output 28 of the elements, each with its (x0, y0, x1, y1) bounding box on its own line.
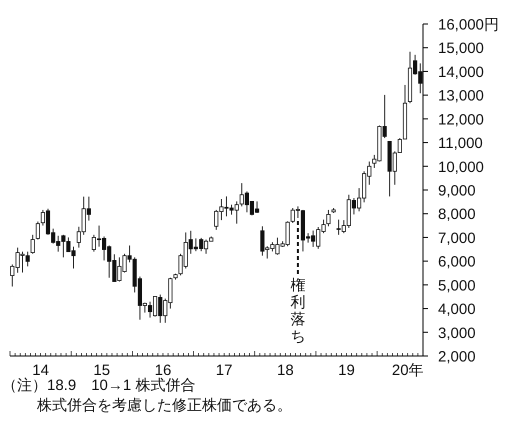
y-tick-label: 9,000 (438, 182, 476, 200)
y-tick-label: 14,000 (438, 64, 484, 81)
ref-line-label: 権利落ち (290, 277, 306, 345)
y-tick-label: 3,000 (438, 324, 476, 342)
y-tick-label: 13,000 (438, 88, 484, 105)
y-tick-label: 11,000 (438, 135, 483, 152)
y-tick-label: 8,000 (438, 206, 476, 224)
x-tick-label: 20年 (392, 362, 424, 379)
y-tick-label: 10,000 (438, 158, 484, 176)
x-tick-label: 16 (154, 362, 172, 379)
y-tick-label: 16,000円 (438, 16, 499, 34)
x-tick-label: 18 (276, 362, 294, 379)
x-tick-label: 19 (338, 362, 355, 379)
y-tick-label: 12,000 (438, 111, 484, 128)
y-tick-label: 2,000 (438, 348, 476, 366)
text: （注）18.9 10→1 株式併合 (2, 377, 196, 394)
y-tick-label: 15,000 (438, 40, 484, 58)
x-tick-label: 14 (32, 362, 49, 379)
x-tick-label: 17 (216, 362, 232, 379)
y-tick-label: 5,000 (438, 277, 476, 294)
x-tick-label: 15 (93, 362, 110, 379)
y-tick-label: 6,000 (438, 254, 476, 271)
y-tick-label: 4,000 (438, 301, 476, 318)
candlestick (36, 221, 40, 240)
y-tick-label: 7,000 (438, 230, 476, 247)
candlestick (326, 209, 331, 227)
text: 株式併合を考慮した修正株価である。 (36, 397, 292, 414)
candlestick (30, 234, 35, 254)
